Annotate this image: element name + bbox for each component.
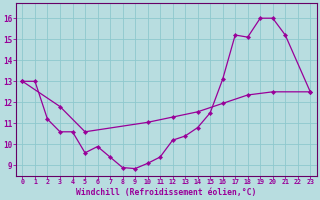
X-axis label: Windchill (Refroidissement éolien,°C): Windchill (Refroidissement éolien,°C) xyxy=(76,188,257,197)
